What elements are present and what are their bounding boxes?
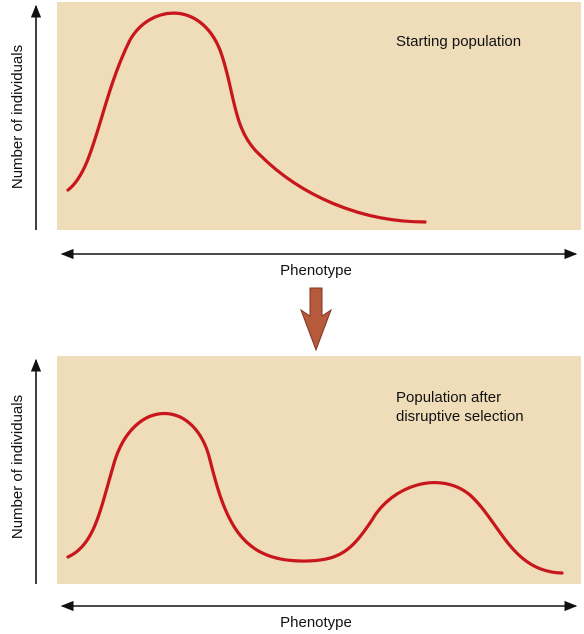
- y-axis-label: Number of individuals: [9, 395, 26, 539]
- y-axis-label: Number of individuals: [9, 45, 26, 189]
- transition-arrow: [299, 287, 333, 352]
- panel-caption: Population after: [396, 389, 501, 406]
- distribution-curve: [66, 11, 427, 224]
- distribution-curve: [66, 411, 564, 575]
- panel-background: [57, 2, 581, 230]
- x-axis-label: Phenotype: [280, 262, 352, 279]
- panel-caption: disruptive selection: [396, 408, 524, 425]
- panel-background: [57, 356, 581, 584]
- x-axis-label: Phenotype: [280, 614, 352, 631]
- panel-caption: Starting population: [396, 33, 521, 50]
